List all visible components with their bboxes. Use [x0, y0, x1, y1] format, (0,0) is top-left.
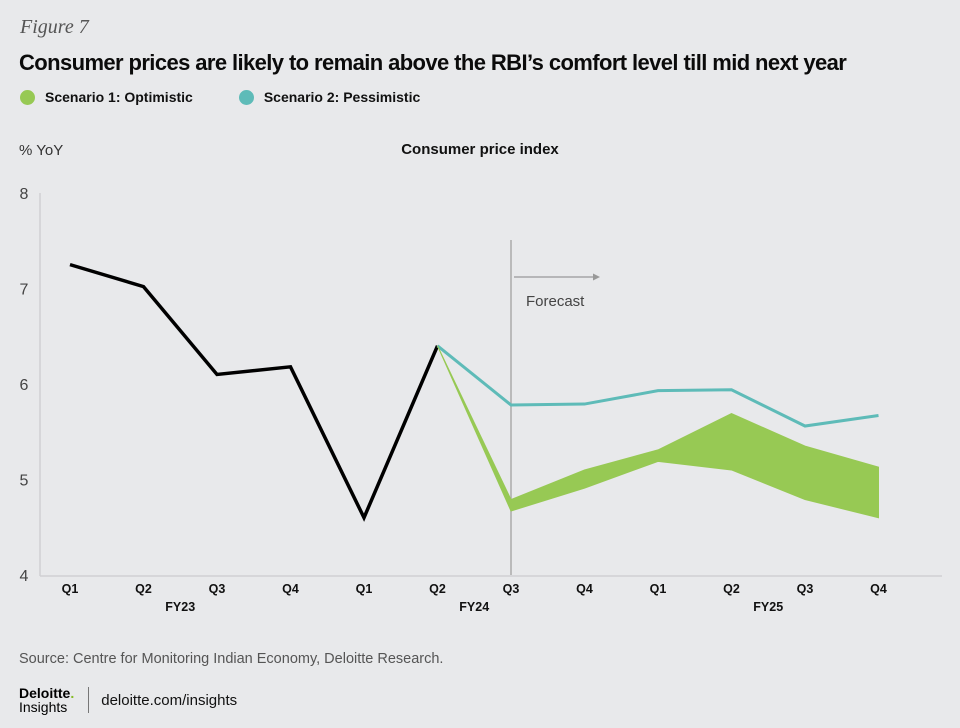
fiscal-year-label: FY24	[459, 600, 489, 614]
logo-subtitle: Insights	[19, 699, 68, 715]
x-tick-label: Q2	[429, 582, 446, 596]
legend-label-pessimistic: Scenario 2: Pessimistic	[263, 89, 421, 105]
y-tick-label: 4	[20, 568, 29, 585]
x-tick-label: Q1	[356, 582, 373, 596]
footer-link[interactable]: deloitte.com/insights	[101, 691, 238, 709]
optimistic-band-area	[437, 345, 879, 519]
deloitte-insights-logo: Deloitte. Insights	[19, 686, 74, 714]
y-tick-label: 5	[20, 473, 29, 490]
legend-item-pessimistic: Scenario 2: Pessimistic	[238, 89, 421, 105]
pessimistic-line	[436, 344, 879, 428]
logo-wordmark-text: Deloitte	[19, 685, 71, 701]
x-tick-label: Q4	[576, 582, 593, 596]
chart-plot: 4 5 6 7 8 Q1 Q2 Q3 Q4 Q1 Q2 Q3 Q4 Q1 Q2 Q3 Q4 FY23 FY24 FY2…	[20, 186, 942, 614]
x-tick-label: Q3	[209, 582, 226, 596]
x-tick-label: Q1	[62, 582, 79, 596]
legend-label-optimistic: Scenario 1: Optimistic	[45, 89, 193, 105]
x-tick-label: Q3	[503, 582, 520, 596]
y-tick-label: 8	[20, 186, 29, 203]
chart-main-title: Consumer prices are likely to remain abo…	[19, 50, 847, 75]
y-tick-label: 6	[20, 377, 29, 394]
fiscal-year-label: FY23	[165, 600, 195, 614]
x-tick-label: Q4	[282, 582, 299, 596]
legend-swatch-pessimistic	[238, 89, 254, 105]
legend-swatch-optimistic	[20, 89, 35, 105]
fiscal-year-label: FY25	[753, 600, 783, 614]
forecast-label: Forecast	[526, 293, 585, 310]
legend: Scenario 1: Optimistic Scenario 2: Pessi…	[20, 89, 466, 105]
figure-label: Figure 7	[20, 16, 89, 38]
forecast-arrow-head	[593, 273, 600, 281]
x-tick-label: Q4	[870, 582, 887, 596]
actual-cpi-line	[69, 262, 440, 522]
logo-wordmark: Deloitte.	[19, 686, 74, 700]
footer-divider	[88, 687, 90, 713]
x-tick-label: Q2	[135, 582, 152, 596]
logo-green-dot: .	[70, 685, 75, 701]
chart-title: Consumer price index	[401, 141, 559, 158]
x-tick-label: Q1	[650, 582, 667, 596]
y-tick-label: 7	[20, 282, 29, 299]
source-note: Source: Centre for Monitoring Indian Eco…	[19, 651, 444, 667]
legend-item-optimistic: Scenario 1: Optimistic	[20, 89, 193, 105]
x-tick-label: Q3	[797, 582, 814, 596]
footer: Deloitte. Insights deloitte.com/insights	[19, 686, 237, 714]
x-tick-label: Q2	[723, 582, 740, 596]
y-axis-label: % YoY	[19, 142, 64, 159]
